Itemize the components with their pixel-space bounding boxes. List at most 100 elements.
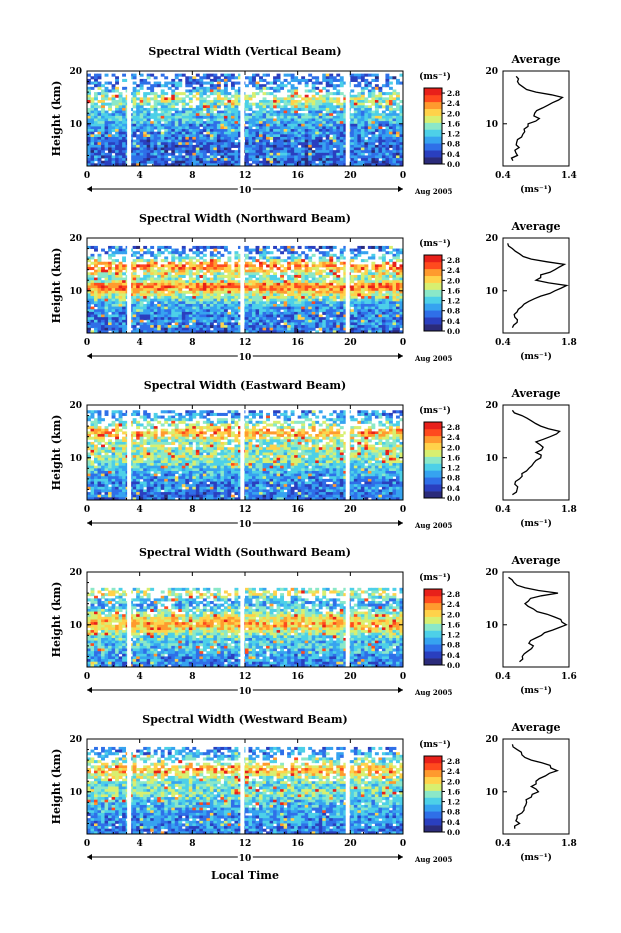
heatmap-cell (326, 272, 330, 275)
heatmap-cell (301, 158, 305, 161)
heatmap-cell (147, 82, 151, 85)
heatmap-cell (396, 280, 400, 283)
heatmap-cell (224, 315, 228, 318)
heatmap-cell (301, 103, 305, 106)
heatmap-cell (189, 111, 193, 114)
heatmap-cell (364, 259, 368, 262)
heatmap-cell (371, 296, 375, 299)
heatmap-cell (371, 95, 375, 98)
heatmap-cell (305, 267, 309, 270)
heatmap-cell (326, 82, 330, 85)
heatmap-cell (171, 132, 175, 135)
heatmap-cell (322, 108, 326, 111)
heatmap-cell (256, 105, 260, 108)
heatmap-cell (108, 137, 112, 140)
heatmap-cell (280, 286, 284, 289)
heatmap-cell (196, 113, 200, 116)
heatmap-cell (220, 116, 224, 119)
heatmap-cell (294, 134, 298, 137)
heatmap-cell (171, 129, 175, 132)
heatmap-cell (389, 103, 393, 106)
heatmap-cell (231, 124, 235, 127)
heatmap-cell (94, 246, 98, 249)
heatmap-cell (94, 283, 98, 286)
heatmap-cell (375, 320, 379, 323)
heatmap-cell (336, 301, 340, 304)
heatmap-cell (245, 153, 249, 156)
heatmap-cell (326, 259, 330, 262)
heatmap-cell (189, 158, 193, 161)
heatmap-cell (105, 153, 109, 156)
heatmap-cell (256, 82, 260, 85)
heatmap-cell (308, 140, 312, 143)
heatmap-cell (375, 153, 379, 156)
heatmap-cell (161, 251, 165, 254)
heatmap-cell (252, 116, 256, 119)
heatmap-cell (185, 124, 189, 127)
heatmap-cell (319, 111, 323, 114)
heatmap-cell (333, 254, 337, 257)
heatmap-cell (91, 76, 95, 79)
heatmap-cell (284, 116, 288, 119)
heatmap-cell (340, 286, 344, 289)
heatmap-cell (382, 137, 386, 140)
heatmap-cell (164, 116, 168, 119)
heatmap-cell (161, 288, 165, 291)
heatmap-cell (287, 264, 291, 267)
heatmap-cell (364, 320, 368, 323)
heatmap-cell (298, 148, 302, 151)
heatmap-cell (392, 161, 396, 164)
heatmap-cell (371, 121, 375, 124)
heatmap-cell (329, 119, 333, 122)
heatmap-cell (199, 129, 203, 132)
heatmap-cell (227, 119, 231, 122)
heatmap-cell (154, 119, 158, 122)
heatmap-cell (259, 278, 263, 281)
heatmap-cell (354, 145, 358, 148)
heatmap-cell (234, 97, 238, 100)
heatmap-cell (161, 134, 165, 137)
heatmap-cell (122, 126, 126, 129)
heatmap-cell (375, 275, 379, 278)
heatmap-cell (206, 100, 210, 103)
heatmap-cell (133, 288, 137, 291)
heatmap-cell (185, 256, 189, 259)
heatmap-cell (368, 124, 372, 127)
heatmap-cell (385, 113, 389, 116)
heatmap-cell (273, 132, 277, 135)
heatmap-cell (234, 301, 238, 304)
heatmap-cell (284, 155, 288, 158)
heatmap-cell (161, 270, 165, 273)
heatmap-cell (392, 116, 396, 119)
x-tick-label: 0 (84, 171, 90, 181)
heatmap-cell (326, 142, 330, 145)
heatmap-cell (336, 119, 340, 122)
heatmap-cell (210, 124, 214, 127)
heatmap-cell (336, 259, 340, 262)
heatmap-cell (147, 119, 151, 122)
heatmap-cell (199, 140, 203, 143)
heatmap-cell (361, 322, 365, 325)
heatmap-cell (389, 267, 393, 270)
heatmap-cell (340, 251, 344, 254)
heatmap-cell (364, 278, 368, 281)
heatmap-cell (231, 134, 235, 137)
heatmap-cell (189, 137, 193, 140)
heatmap-cell (199, 283, 203, 286)
heatmap-cell (298, 256, 302, 259)
heatmap-cell (168, 291, 172, 294)
heatmap-cell (266, 278, 270, 281)
heatmap-cell (308, 270, 312, 273)
heatmap-cell (322, 129, 326, 132)
heatmap-cell (119, 270, 123, 273)
heatmap-cell (150, 92, 154, 95)
heatmap-cell (98, 129, 102, 132)
heatmap-cell (291, 320, 295, 323)
heatmap-cell (210, 278, 214, 281)
heatmap-cell (263, 100, 267, 103)
heatmap-cell (389, 309, 393, 312)
heatmap-cell (122, 155, 126, 158)
heatmap-cell (298, 267, 302, 270)
heatmap-cell (368, 304, 372, 307)
heatmap-cell (361, 87, 365, 90)
